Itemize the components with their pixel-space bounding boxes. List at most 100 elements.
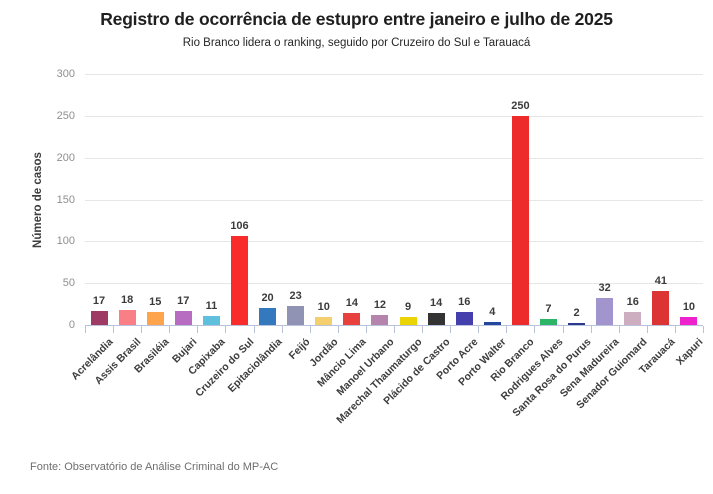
bar bbox=[596, 298, 614, 325]
bar bbox=[343, 313, 361, 325]
x-axis-label: Rio Branco bbox=[488, 336, 537, 385]
x-axis-tick bbox=[703, 326, 704, 333]
bar bbox=[287, 305, 305, 325]
x-axis-tick bbox=[422, 326, 424, 333]
x-axis-label: Mâncio Lima bbox=[314, 336, 369, 390]
y-axis-title: Número de casos bbox=[32, 152, 44, 248]
bar-value-label: 16 bbox=[626, 295, 639, 308]
bar bbox=[146, 312, 164, 325]
chart-title: Registro de ocorrência de estupro entre … bbox=[100, 9, 613, 29]
bar bbox=[568, 323, 586, 325]
x-axis-tick bbox=[534, 326, 536, 333]
source-note: Fonte: Observatório de Análise Criminal … bbox=[30, 461, 279, 473]
x-axis-tick bbox=[590, 326, 592, 333]
bar-value-label: 10 bbox=[317, 300, 330, 313]
x-axis-tick bbox=[309, 326, 311, 333]
x-axis-tick bbox=[113, 326, 115, 333]
bar bbox=[680, 316, 698, 325]
x-axis-line bbox=[85, 325, 703, 326]
x-axis-label: Cruzeiro do Sul bbox=[192, 336, 256, 400]
bar-value-label: 17 bbox=[177, 294, 190, 307]
bar-value-label: 11 bbox=[205, 299, 218, 312]
x-axis-tick bbox=[141, 326, 143, 333]
bar-value-label: 20 bbox=[261, 292, 274, 305]
x-axis-label: Rodrigues Alves bbox=[498, 336, 565, 403]
bar bbox=[231, 236, 248, 325]
bar-value-label: 12 bbox=[373, 298, 387, 311]
x-axis-label: Porto Acre bbox=[434, 336, 481, 383]
gridline bbox=[85, 199, 703, 201]
x-axis-tick bbox=[646, 326, 648, 333]
gridline bbox=[85, 241, 703, 243]
bar bbox=[118, 309, 136, 325]
x-axis-label: Epitaciolândia bbox=[225, 336, 285, 395]
x-axis-label: Capixaba bbox=[186, 336, 228, 378]
bar-value-label: 14 bbox=[429, 297, 443, 310]
x-axis-tick bbox=[506, 326, 508, 333]
bar bbox=[399, 317, 417, 325]
bar bbox=[202, 315, 220, 325]
x-axis-tick bbox=[674, 326, 676, 333]
bar bbox=[259, 308, 277, 325]
plot-area: 17 18 15 17 11 106 20 23 10 14 12 9 14 16 4 250 7 2 32 16 41… bbox=[85, 74, 703, 326]
x-axis-label: Acrelândia bbox=[69, 336, 116, 383]
gridline bbox=[85, 115, 703, 117]
x-axis-tick bbox=[478, 326, 480, 333]
bar bbox=[455, 311, 473, 325]
x-axis-tick bbox=[394, 326, 395, 333]
bar-value-label: 32 bbox=[598, 282, 611, 295]
bar bbox=[652, 290, 670, 325]
bar bbox=[511, 115, 529, 325]
bar-value-label: 2 bbox=[573, 307, 580, 320]
x-axis-tick bbox=[281, 326, 283, 333]
bar bbox=[174, 310, 192, 325]
gridline bbox=[85, 157, 703, 159]
bar bbox=[90, 310, 108, 325]
x-axis-label: Sena Madureira bbox=[557, 336, 622, 400]
x-axis-label: Xapuri bbox=[673, 336, 706, 368]
bar bbox=[315, 316, 333, 325]
x-axis-tick bbox=[450, 326, 452, 333]
x-axis-tick bbox=[169, 326, 171, 333]
bar-value-label: 10 bbox=[682, 300, 696, 313]
x-axis-label: Assis Brasil bbox=[92, 336, 144, 388]
bar bbox=[540, 319, 557, 325]
bar bbox=[371, 314, 389, 325]
x-axis-label: Porto Walter bbox=[456, 336, 509, 389]
x-axis-tick bbox=[337, 326, 339, 333]
x-axis-tick bbox=[85, 326, 86, 333]
x-axis-label: Plácido de Castro bbox=[381, 336, 453, 408]
bar-value-label: 4 bbox=[489, 305, 496, 318]
x-axis-label: Santa Rosa do Purus bbox=[509, 336, 594, 420]
x-axis-label: Senador Guiomard bbox=[573, 336, 650, 412]
x-axis-label: Brasiléia bbox=[132, 336, 172, 376]
bar-value-label: 16 bbox=[458, 295, 471, 308]
bar-value-label: 17 bbox=[92, 294, 106, 307]
bar-value-label: 18 bbox=[120, 293, 134, 306]
bar-value-label: 7 bbox=[545, 303, 552, 316]
bar-value-label: 41 bbox=[654, 274, 667, 287]
chart-subtitle: Rio Branco lidera o ranking, seguido por… bbox=[182, 37, 531, 49]
gridline bbox=[85, 283, 703, 285]
x-axis-label: Manoel Urbano bbox=[334, 336, 397, 399]
bar bbox=[427, 313, 445, 325]
bar-value-label: 23 bbox=[289, 289, 302, 302]
bar-value-label: 106 bbox=[230, 220, 249, 233]
x-axis-label: Feijó bbox=[286, 336, 313, 362]
bar-value-label: 9 bbox=[404, 301, 412, 314]
x-axis-label: Marechal Thaumaturgo bbox=[334, 336, 425, 427]
x-axis-tick bbox=[365, 326, 367, 333]
x-axis-tick bbox=[618, 326, 620, 333]
bar-value-label: 250 bbox=[511, 99, 530, 112]
bar bbox=[624, 311, 642, 325]
bar-value-label: 14 bbox=[345, 297, 358, 310]
bar bbox=[483, 321, 501, 325]
x-axis-tick bbox=[225, 326, 227, 333]
x-axis-label: Tarauacá bbox=[636, 336, 678, 377]
bar-value-label: 15 bbox=[149, 296, 162, 309]
x-axis-tick bbox=[562, 326, 564, 333]
x-axis-label: Jordão bbox=[307, 336, 341, 370]
x-axis-tick bbox=[253, 326, 255, 333]
x-axis-label: Bujari bbox=[170, 336, 200, 366]
